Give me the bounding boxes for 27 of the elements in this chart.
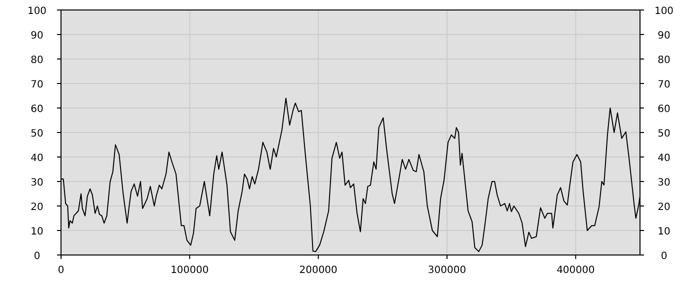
y-tick-label: 60 <box>30 104 44 115</box>
x-tick-label: 400000 <box>556 265 595 276</box>
x-tick-label: 100000 <box>170 265 209 276</box>
y2-tick-label: 90 <box>658 30 670 42</box>
y-tick-label: 0 <box>34 251 40 262</box>
y2-tick-label: 100 <box>654 6 674 17</box>
y2-tick-label: 80 <box>658 55 670 66</box>
y2-tick-label: 60 <box>658 104 670 115</box>
y-tick-label: 100 <box>27 6 47 17</box>
y-tick-label: 70 <box>30 80 44 90</box>
x-tick-label: 0 <box>58 265 64 276</box>
y2-tick-label: 40 <box>658 153 670 164</box>
y-tick-label: 90 <box>30 30 44 42</box>
y2-tick-label: 30 <box>658 178 670 188</box>
y2-tick-label: 0 <box>660 251 668 262</box>
y2-tick-label: 50 <box>658 128 670 140</box>
y-tick-label: 50 <box>30 128 44 140</box>
y2-tick-label: 70 <box>658 80 670 90</box>
y-tick-label: 30 <box>30 178 44 188</box>
y-tick-label: 40 <box>30 153 44 164</box>
y-tick-label: 10 <box>30 226 44 238</box>
x-tick-label: 300000 <box>428 265 466 276</box>
x-tick-label: 200000 <box>299 265 338 276</box>
y-tick-label: 80 <box>30 55 44 66</box>
y2-tick-label: 20 <box>658 202 670 213</box>
y2-tick-label: 10 <box>658 226 670 238</box>
y-tick-label: 20 <box>30 202 44 213</box>
